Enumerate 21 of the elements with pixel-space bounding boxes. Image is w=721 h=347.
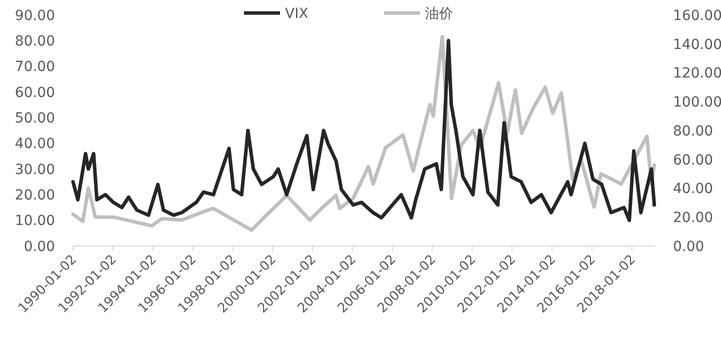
y2-tick-label: 20.00 (673, 210, 714, 226)
y2-tick-label: 60.00 (673, 152, 714, 168)
y-tick-label: 70.00 (14, 59, 55, 76)
y2-tick-label: 140.00 (673, 36, 721, 53)
legend-label: VIX (285, 6, 309, 22)
y-tick-label: 60.00 (14, 84, 55, 101)
y-tick-label: 30.00 (14, 162, 55, 178)
y2-tick-label: 80.00 (673, 123, 714, 140)
y2-tick-label: 40.00 (673, 181, 714, 198)
y-tick-label: 0.00 (24, 238, 55, 255)
y-tick-label: 20.00 (14, 188, 55, 204)
y-tick-label: 10.00 (14, 213, 55, 230)
y2-tick-label: 0.00 (673, 238, 704, 255)
y2-tick-label: 120.00 (673, 66, 721, 82)
y-tick-label: 40.00 (14, 136, 55, 152)
legend-label: 油价 (425, 6, 453, 22)
y-tick-label: 50.00 (14, 110, 55, 127)
y-tick-label: 80.00 (14, 34, 55, 50)
y2-tick-label: 100.00 (673, 94, 721, 111)
y-tick-label: 90.00 (14, 8, 55, 24)
y2-tick-label: 160.00 (673, 8, 721, 24)
